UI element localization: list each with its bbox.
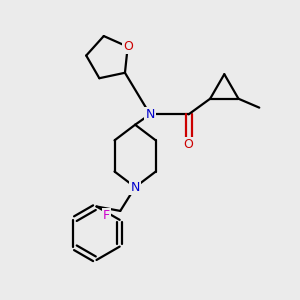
Text: N: N (145, 108, 155, 121)
Text: O: O (184, 138, 194, 151)
Text: N: N (130, 181, 140, 194)
Text: F: F (103, 209, 110, 222)
Text: O: O (123, 40, 133, 53)
